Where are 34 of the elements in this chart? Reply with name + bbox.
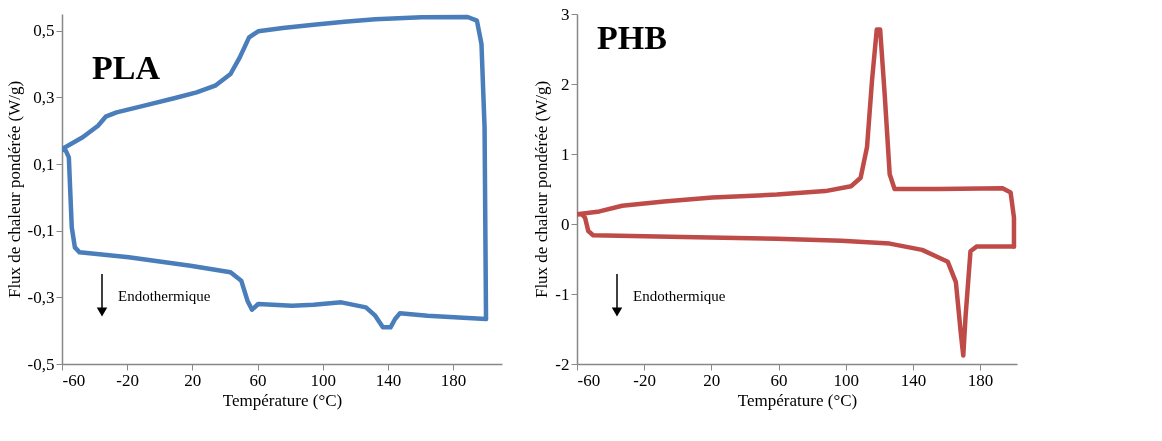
y-tick-label: -0,1 (27, 221, 55, 241)
y-tick-label: -1 (555, 284, 570, 304)
y-axis-title: Flux de chaleur pondérée (W/g) (532, 80, 552, 299)
x-tick-label: 60 (249, 370, 267, 390)
y-tick-label: 1 (561, 144, 570, 164)
y-tick-label: 0,3 (33, 87, 55, 107)
y-tick-label: -0,3 (27, 287, 55, 307)
x-tick-label: -60 (577, 370, 601, 390)
x-tick-label: 180 (967, 370, 994, 390)
x-tick-label: 180 (440, 370, 467, 390)
x-tick-label: -60 (62, 370, 86, 390)
annotation: Endothermique (633, 288, 726, 304)
x-tick-label: -20 (116, 370, 140, 390)
x-tick-label: -20 (633, 370, 657, 390)
y-tick-label: 0,5 (33, 21, 55, 41)
x-tick-label: 20 (184, 370, 202, 390)
x-axis-title: Température (°C) (737, 390, 858, 410)
x-tick-label: 140 (375, 370, 402, 390)
x-tick-label: 100 (310, 370, 336, 390)
y-tick-label: 0 (561, 214, 570, 234)
x-tick-label: 140 (900, 370, 927, 390)
x-tick-label: 60 (770, 370, 788, 390)
annotation: Endothermique (118, 288, 211, 304)
y-tick-label: -0,5 (27, 354, 55, 374)
y-tick-label: -2 (555, 354, 570, 374)
x-tick-label: 100 (833, 370, 859, 390)
y-tick-label: 0,1 (33, 154, 55, 174)
x-tick-label: 20 (703, 370, 721, 390)
y-tick-label: 2 (561, 74, 570, 94)
chart-title: PHB (597, 19, 667, 56)
y-tick-label: 3 (561, 4, 570, 24)
text: PLA (92, 49, 161, 86)
x-axis-title: Température (°C) (222, 390, 343, 410)
y-axis-title: Flux de chaleur pondérée (W/g) (4, 80, 24, 299)
